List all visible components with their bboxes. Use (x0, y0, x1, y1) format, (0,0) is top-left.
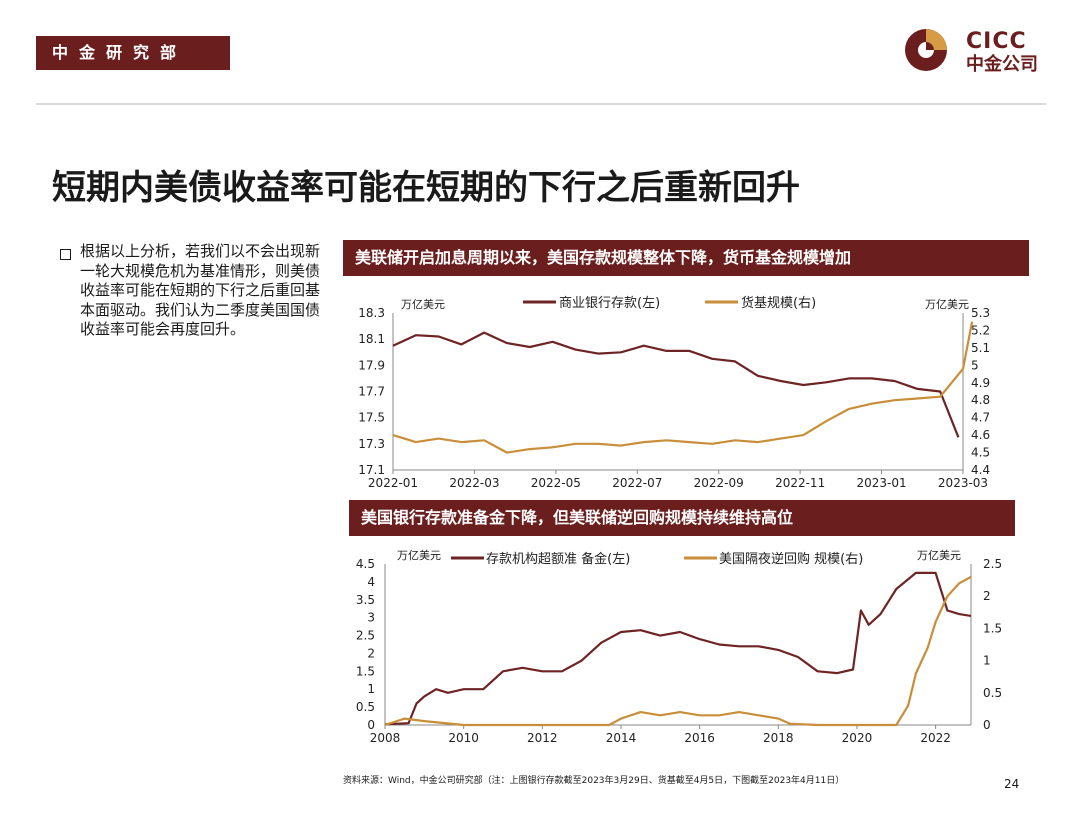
chart2-title-banner: 美国银行存款准备金下降，但美联储逆回购规模持续维持高位 (349, 500, 1015, 536)
page-title: 短期内美债收益率可能在短期的下行之后重新回升 (52, 168, 800, 208)
x-tick-label: 2022 (920, 731, 951, 745)
y-tick-label-right: 2.5 (983, 557, 1002, 571)
y-tick-label-left: 18.1 (358, 332, 385, 346)
y-tick-label-right: 4.6 (971, 428, 990, 442)
y-tick-label-right: 1 (983, 654, 991, 668)
x-tick-label: 2023-01 (857, 476, 907, 490)
y-tick-label-left: 17.9 (358, 358, 385, 372)
y-tick-label-left: 0.5 (356, 700, 375, 714)
x-tick-label: 2022-01 (368, 476, 418, 490)
x-tick-label: 2014 (606, 731, 637, 745)
cicc-logo-icon (905, 29, 947, 71)
y-tick-label-right: 5.2 (971, 323, 990, 337)
y-tick-label-right: 4.9 (971, 376, 990, 390)
series-line-1 (384, 571, 972, 726)
logo-text-en: CICC (966, 29, 1027, 54)
x-tick-label: 2022-03 (449, 476, 499, 490)
legend-label-1: 存款机构超额准 备金(左) (486, 551, 630, 567)
y-tick-label-left: 1.5 (356, 664, 375, 678)
y-tick-label-right: 4.4 (971, 463, 990, 477)
left-unit-label: 万亿美元 (401, 298, 445, 311)
x-tick-label: 2022-07 (612, 476, 662, 490)
legend-label-2: 货基规模(右) (741, 295, 816, 311)
x-tick-label: 2023-03 (938, 476, 988, 490)
x-tick-label: 2016 (684, 731, 715, 745)
y-tick-label-right: 5.1 (971, 341, 990, 355)
x-tick-label: 2018 (763, 731, 794, 745)
right-unit-label: 万亿美元 (925, 298, 969, 311)
header-divider (36, 103, 1046, 105)
y-tick-label-right: 4.8 (971, 393, 990, 407)
x-tick-label: 2010 (448, 731, 479, 745)
y-tick-label-left: 0 (367, 718, 375, 732)
y-tick-label-left: 3 (367, 611, 375, 625)
cicc-logo: CICC 中金公司 (904, 26, 1054, 82)
x-tick-label: 2008 (370, 731, 401, 745)
y-tick-label-left: 18.3 (358, 306, 385, 320)
y-tick-label-left: 1 (367, 682, 375, 696)
x-tick-label: 2022-11 (775, 476, 825, 490)
series-line-2 (384, 575, 972, 727)
y-tick-label-right: 4.5 (971, 446, 990, 460)
y-tick-label-right: 1.5 (983, 621, 1002, 635)
y-tick-label-left: 17.7 (358, 385, 385, 399)
series-line-2 (392, 321, 974, 454)
y-tick-label-right: 2 (983, 589, 991, 603)
y-tick-label-left: 17.1 (358, 463, 385, 477)
y-tick-label-left: 17.5 (358, 411, 385, 425)
y-tick-label-right: 5 (971, 358, 979, 372)
logo-text-cn: 中金公司 (966, 54, 1038, 75)
source-note: 资料来源：Wind，中金公司研究部（注：上图银行存款截至2023年3月29日、货… (343, 776, 845, 786)
bullet-text: 根据以上分析，若我们以不会出现新一轮大规模危机为基准情形，则美债收益率可能在短期… (80, 242, 321, 338)
y-tick-label-left: 17.3 (358, 437, 385, 451)
chart1-title-banner: 美联储开启加息周期以来，美国存款规模整体下降，货币基金规模增加 (343, 240, 1029, 276)
right-unit-label: 万亿美元 (917, 549, 961, 562)
y-tick-label-left: 2 (367, 646, 375, 660)
series-line-1 (392, 331, 960, 438)
y-tick-label-right: 5.3 (971, 306, 990, 320)
y-tick-label-left: 4.5 (356, 557, 375, 571)
x-tick-label: 2022-05 (531, 476, 581, 490)
x-tick-label: 2022-09 (694, 476, 744, 490)
x-tick-label: 2012 (527, 731, 558, 745)
y-tick-label-right: 0.5 (983, 686, 1002, 700)
left-unit-label: 万亿美元 (397, 549, 441, 562)
y-tick-label-left: 4 (367, 575, 375, 589)
y-tick-label-right: 0 (983, 718, 991, 732)
y-tick-label-left: 3.5 (356, 593, 375, 607)
page-number: 24 (1004, 777, 1020, 791)
department-tag: 中金研究部 (36, 36, 230, 70)
y-tick-label-right: 4.7 (971, 411, 990, 425)
y-tick-label-left: 2.5 (356, 629, 375, 643)
legend-label-2: 美国隔夜逆回购 规模(右) (719, 551, 863, 567)
legend-label-1: 商业银行存款(左) (559, 296, 660, 311)
x-tick-label: 2020 (842, 731, 873, 745)
bullet-square-icon (60, 249, 71, 260)
chart1-deposits-vs-mmf: 18.3 18.1 17.9 17.7 17.5 17.3 17.1 5.3 5.2 5.1 5 4.… (358, 295, 990, 490)
